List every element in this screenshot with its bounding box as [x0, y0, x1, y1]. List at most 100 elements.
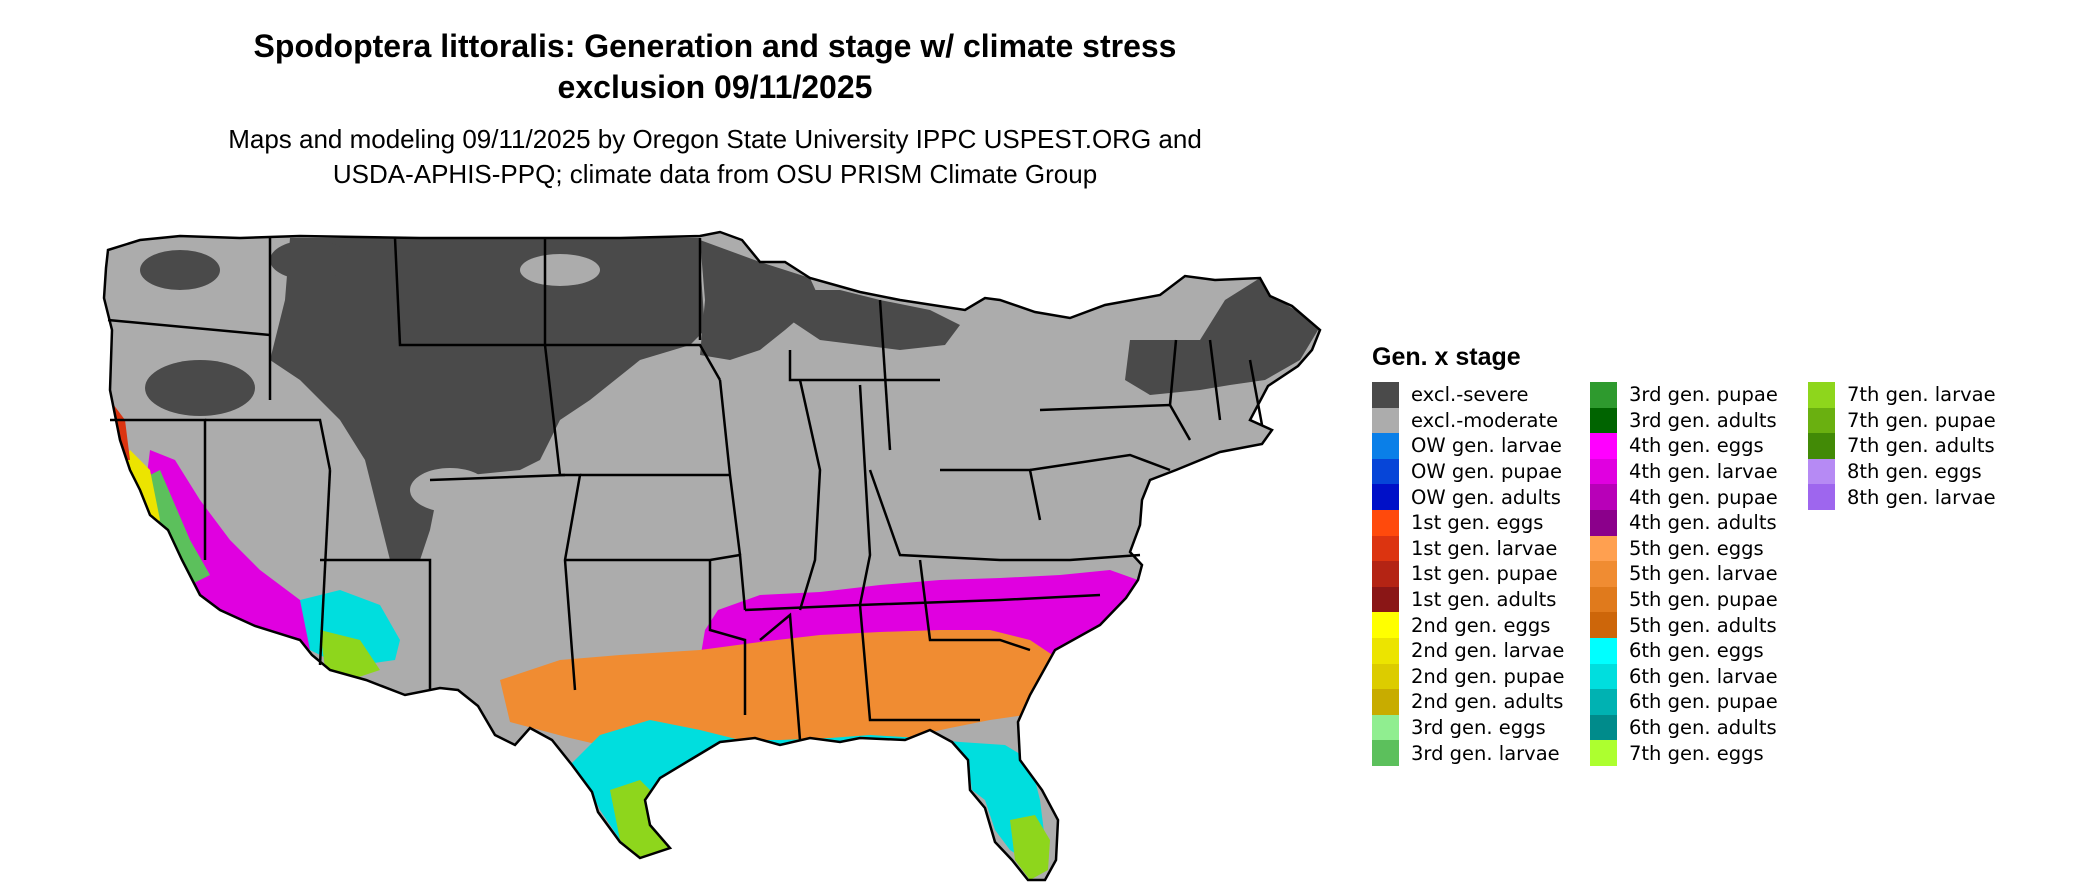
legend-label: 2nd gen. pupae: [1411, 664, 1565, 688]
legend-item: 7th gen. pupae: [1808, 407, 2026, 434]
legend-swatch: [1590, 458, 1617, 485]
legend-swatch: [1590, 484, 1617, 510]
legend-label: excl.-moderate: [1411, 408, 1559, 432]
legend-item: 5th gen. eggs: [1590, 535, 1808, 562]
legend-swatch: [1372, 637, 1399, 664]
legend-item: 7th gen. larvae: [1808, 382, 2026, 408]
legend-item: 7th gen. eggs: [1590, 740, 1808, 766]
legend-label: 3rd gen. larvae: [1411, 741, 1560, 765]
legend-item: 1st gen. adults: [1372, 586, 1590, 613]
map-title-line-2: exclusion 09/11/2025: [557, 69, 873, 105]
legend-item: 2nd gen. eggs: [1372, 612, 1590, 638]
legend-swatch: [1590, 740, 1617, 766]
legend-item: 1st gen. eggs: [1372, 509, 1590, 536]
legend-swatch: [1590, 407, 1617, 434]
legend-item: 6th gen. pupae: [1590, 689, 1808, 715]
legend-swatch: [1372, 612, 1399, 638]
legend-swatch: [1590, 509, 1617, 536]
legend-label: excl.-severe: [1411, 383, 1529, 407]
legend-swatch: [1372, 484, 1399, 510]
legend-item: 3rd gen. larvae: [1372, 740, 1590, 766]
legend-swatch: [1372, 689, 1399, 715]
legend-swatch: [1590, 612, 1617, 638]
legend-item: 3rd gen. pupae: [1590, 382, 1808, 408]
map-subtitle-line-1: Maps and modeling 09/11/2025 by Oregon S…: [228, 124, 1202, 154]
legend-swatch: [1590, 561, 1617, 587]
map-subtitle-line-2: USDA-APHIS-PPQ; climate data from OSU PR…: [332, 159, 1098, 189]
legend-swatch: [1808, 382, 1835, 408]
legend-swatch: [1808, 433, 1835, 459]
legend-column: 3rd gen. pupae 3rd gen. adults 4th gen. eg…: [1590, 382, 1808, 766]
legend-swatch: [1372, 509, 1399, 536]
legend-label: 3rd gen. adults: [1629, 408, 1777, 432]
legend-columns: excl.-severe excl.-moderate OW gen. larvae…: [1372, 382, 2026, 766]
legend-label: 4th gen. pupae: [1629, 485, 1778, 509]
legend-item: OW gen. larvae: [1372, 433, 1590, 459]
legend-swatch: [1590, 714, 1617, 741]
legend-swatch: [1590, 535, 1617, 562]
legend-label: 1st gen. larvae: [1411, 536, 1558, 560]
legend-swatch: [1590, 663, 1617, 690]
legend-label: 1st gen. pupae: [1411, 562, 1558, 586]
legend-item: 3rd gen. adults: [1590, 407, 1808, 434]
legend-label: 2nd gen. adults: [1411, 690, 1564, 714]
legend-item: 8th gen. larvae: [1808, 484, 2026, 510]
legend-label: 7th gen. adults: [1847, 434, 1995, 458]
legend-item: 2nd gen. pupae: [1372, 663, 1590, 690]
legend-column: excl.-severe excl.-moderate OW gen. larvae…: [1372, 382, 1590, 766]
legend-item: excl.-moderate: [1372, 407, 1590, 434]
legend-label: 6th gen. eggs: [1629, 639, 1764, 663]
us-map: [102, 230, 1322, 882]
legend-swatch: [1808, 484, 1835, 510]
legend-swatch: [1372, 407, 1399, 434]
legend-swatch: [1590, 382, 1617, 408]
legend-item: 7th gen. adults: [1808, 433, 2026, 459]
legend-item: 5th gen. adults: [1590, 612, 1808, 638]
legend-item: 5th gen. larvae: [1590, 561, 1808, 587]
legend-label: 5th gen. pupae: [1629, 588, 1778, 612]
legend-swatch: [1372, 740, 1399, 766]
legend-item: 6th gen. eggs: [1590, 637, 1808, 664]
legend-swatch: [1808, 458, 1835, 485]
legend-swatch: [1590, 433, 1617, 459]
legend-label: 4th gen. adults: [1629, 511, 1777, 535]
legend-label: 7th gen. eggs: [1629, 741, 1764, 765]
legend-label: 6th gen. larvae: [1629, 664, 1778, 688]
legend-swatch: [1808, 407, 1835, 434]
legend-label: 2nd gen. larvae: [1411, 639, 1565, 663]
legend-item: 1st gen. larvae: [1372, 535, 1590, 562]
map-title-line-1: Spodoptera littoralis: Generation and st…: [253, 28, 1177, 64]
map-title: Spodoptera littoralis: Generation and st…: [80, 26, 1350, 108]
legend-label: 7th gen. larvae: [1847, 383, 1996, 407]
legend-label: OW gen. pupae: [1411, 460, 1563, 484]
legend-label: OW gen. adults: [1411, 485, 1561, 509]
legend-item: 2nd gen. larvae: [1372, 637, 1590, 664]
legend-item: 5th gen. pupae: [1590, 586, 1808, 613]
legend-label: 2nd gen. eggs: [1411, 613, 1551, 637]
legend-label: 7th gen. pupae: [1847, 408, 1996, 432]
legend-label: 8th gen. larvae: [1847, 485, 1996, 509]
legend-item: 4th gen. larvae: [1590, 458, 1808, 485]
legend-swatch: [1372, 561, 1399, 587]
legend-column: 7th gen. larvae 7th gen. pupae 7th gen. ad…: [1808, 382, 2026, 766]
legend-swatch: [1590, 637, 1617, 664]
legend-swatch: [1372, 458, 1399, 485]
legend-label: 3rd gen. pupae: [1629, 383, 1778, 407]
legend-item: 4th gen. eggs: [1590, 433, 1808, 459]
legend-label: 1st gen. eggs: [1411, 511, 1544, 535]
legend-label: 1st gen. adults: [1411, 588, 1557, 612]
legend-label: 5th gen. adults: [1629, 613, 1777, 637]
legend-swatch: [1590, 689, 1617, 715]
legend-item: 1st gen. pupae: [1372, 561, 1590, 587]
legend-label: 4th gen. eggs: [1629, 434, 1764, 458]
legend-item: 2nd gen. adults: [1372, 689, 1590, 715]
legend-swatch: [1372, 433, 1399, 459]
legend-label: 5th gen. larvae: [1629, 562, 1778, 586]
legend-item: 6th gen. larvae: [1590, 663, 1808, 690]
legend-label: 5th gen. eggs: [1629, 536, 1764, 560]
legend: Gen. x stage excl.-severe excl.-moderate O…: [1372, 342, 2026, 766]
map-subtitle: Maps and modeling 09/11/2025 by Oregon S…: [80, 122, 1350, 192]
legend-item: OW gen. pupae: [1372, 458, 1590, 485]
legend-item: 4th gen. pupae: [1590, 484, 1808, 510]
legend-label: 6th gen. pupae: [1629, 690, 1778, 714]
